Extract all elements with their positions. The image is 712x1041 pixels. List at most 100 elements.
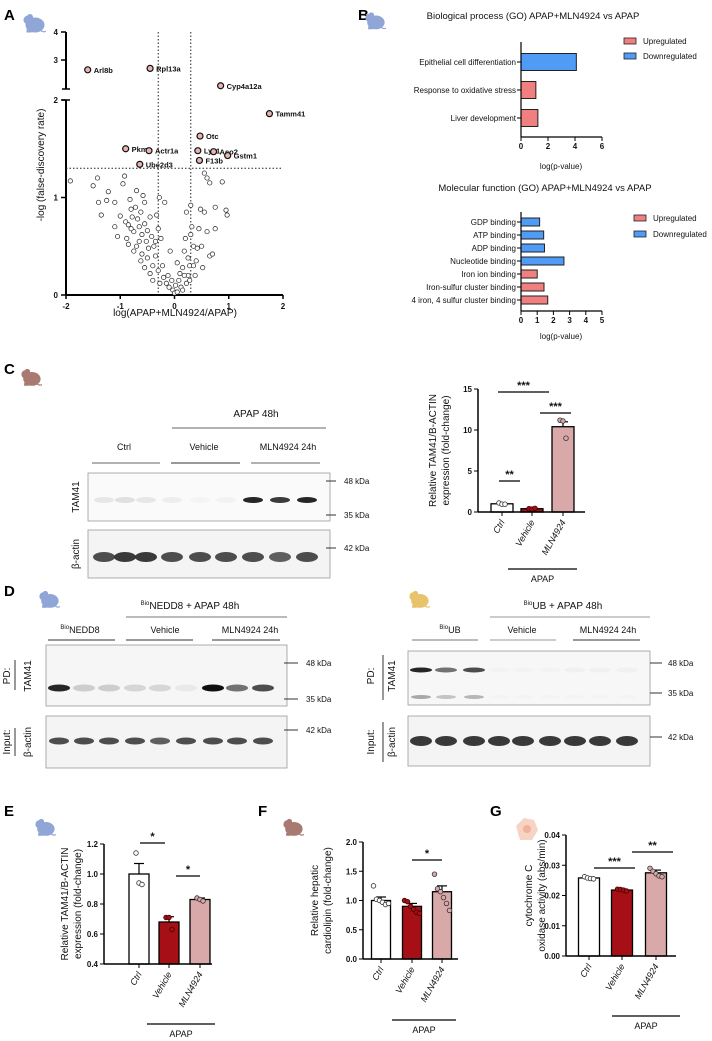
data-point: [125, 222, 131, 228]
data-point: [183, 209, 189, 215]
blot-d2-actin-label: β-actin: [387, 727, 398, 757]
category-label: Ctrl: [578, 961, 594, 979]
tam41-band-lower: [436, 695, 456, 699]
y-tick-label: 0.6: [87, 930, 99, 939]
panel-label-c: C: [4, 361, 15, 378]
gene-label: Arl8b: [94, 66, 114, 75]
data-point: [120, 181, 126, 187]
y-tick-label: 0: [468, 508, 473, 517]
data-point: [187, 277, 193, 283]
data-point: [385, 900, 392, 907]
mf-xlabel: log(p-value): [540, 332, 583, 341]
data-point: [142, 199, 148, 205]
data-point: [149, 233, 155, 240]
actin-band: [125, 737, 145, 745]
data-point: [98, 212, 104, 218]
data-point: [201, 170, 207, 176]
data-point: [156, 194, 162, 201]
data-point: [155, 226, 161, 232]
marker-42kda: 42 kDa: [306, 726, 332, 735]
tam41-band: [226, 684, 248, 692]
y-tick-label: 15: [463, 385, 472, 394]
x-tick-label: -2: [62, 302, 70, 311]
bar-chart-f: Ctrl Vehicle MLN4924 0.0 0.5 1.0 1.5 2.0 Relativ…: [310, 838, 458, 1035]
x-tick-label: 1: [535, 316, 540, 325]
data-point: [104, 197, 110, 203]
gene-label: Otc: [206, 132, 219, 141]
x-tick-label: 0: [519, 142, 524, 151]
blot-d2-header: BioUB + APAP 48h: [524, 601, 603, 612]
y-axis-label: Relative TAM41/B-ACTIN: [428, 394, 439, 507]
data-point: [431, 871, 438, 877]
data-point: [443, 900, 450, 907]
y-tick-label: 0: [54, 291, 59, 300]
y-tick-label: 10: [463, 426, 472, 435]
bar: [520, 217, 541, 227]
bar: [520, 269, 538, 279]
category-label: Vehicle: [513, 518, 536, 548]
actin-band: [488, 736, 510, 746]
data-point: [659, 874, 665, 880]
actin-band: [227, 737, 247, 745]
data-point: [197, 206, 204, 212]
highlighted-point: [136, 160, 144, 168]
category-label: Epithelial cell differentiation: [419, 58, 516, 67]
significance-stars: **: [505, 469, 514, 481]
tam41-band-upper: [512, 667, 534, 673]
blot-d1-tam41-label: TAM41: [23, 660, 34, 692]
data-point: [154, 212, 160, 218]
bp-title: Biological process (GO) APAP+MLN4924 vs …: [427, 11, 640, 22]
y-tick-label: 3: [54, 56, 59, 65]
tam41-band-upper: [539, 667, 561, 673]
tam41-band: [162, 497, 182, 503]
data-point: [152, 253, 159, 259]
data-point: [169, 277, 175, 283]
category-label: ADP binding: [472, 244, 516, 253]
bar: [520, 256, 565, 266]
data-point: [212, 204, 218, 210]
y-axis-label: Relative TAM41/B-ACTIN: [60, 848, 71, 961]
data-point: [190, 263, 197, 269]
x-tick-label: 4: [584, 316, 589, 325]
y-axis-label: expression (fold-change): [73, 849, 84, 959]
data-point: [150, 277, 156, 283]
data-point: [105, 189, 111, 195]
data-point: [560, 418, 566, 424]
data-point: [196, 226, 202, 232]
gene-label: Tamm41: [275, 110, 305, 119]
actin-band: [150, 737, 170, 745]
actin-band: [253, 737, 273, 745]
data-point: [166, 284, 172, 290]
bar: [128, 873, 150, 965]
data-point: [129, 214, 135, 220]
volcano-xlabel: log(APAP+MLN4924/APAP): [113, 308, 237, 319]
y-tick-label: 1: [54, 194, 59, 203]
category-label: MLN4924: [633, 962, 661, 1001]
gene-label: Rpl13a: [156, 64, 181, 73]
mouse-icon-blue: [35, 818, 56, 836]
legend-swatch: [633, 214, 647, 222]
category-label: GDP binding: [471, 218, 516, 227]
bp-chart: Epithelial cell differentiation Response …: [414, 37, 697, 151]
category-label: Iron-sulfur cluster binding: [426, 283, 516, 292]
category-label: Liver development: [451, 114, 517, 123]
data-point: [207, 180, 213, 186]
x-tick-label: 0: [172, 302, 177, 311]
bar: [189, 898, 211, 965]
data-point: [151, 243, 157, 249]
data-point: [144, 255, 150, 261]
x-tick-label: 3: [567, 316, 572, 325]
bp-xlabel: log(p-value): [540, 162, 583, 171]
data-point: [136, 238, 142, 244]
category-label: Response to oxidative stress: [414, 86, 516, 95]
marker-42kda: 42 kDa: [344, 544, 370, 553]
data-point: [532, 505, 538, 512]
y-tick-label: 1.5: [346, 867, 358, 876]
bar-chart-g: Ctrl Vehicle MLN4924 0.00 0.01 0.02 0.03 0.04 cy…: [524, 831, 680, 1031]
x-tick-label: 6: [600, 142, 605, 151]
significance-stars: *: [186, 864, 191, 876]
data-point: [133, 188, 140, 194]
data-point: [590, 876, 597, 882]
gene-label: Cyp4a12a: [227, 82, 263, 91]
tam41-band: [149, 684, 171, 692]
